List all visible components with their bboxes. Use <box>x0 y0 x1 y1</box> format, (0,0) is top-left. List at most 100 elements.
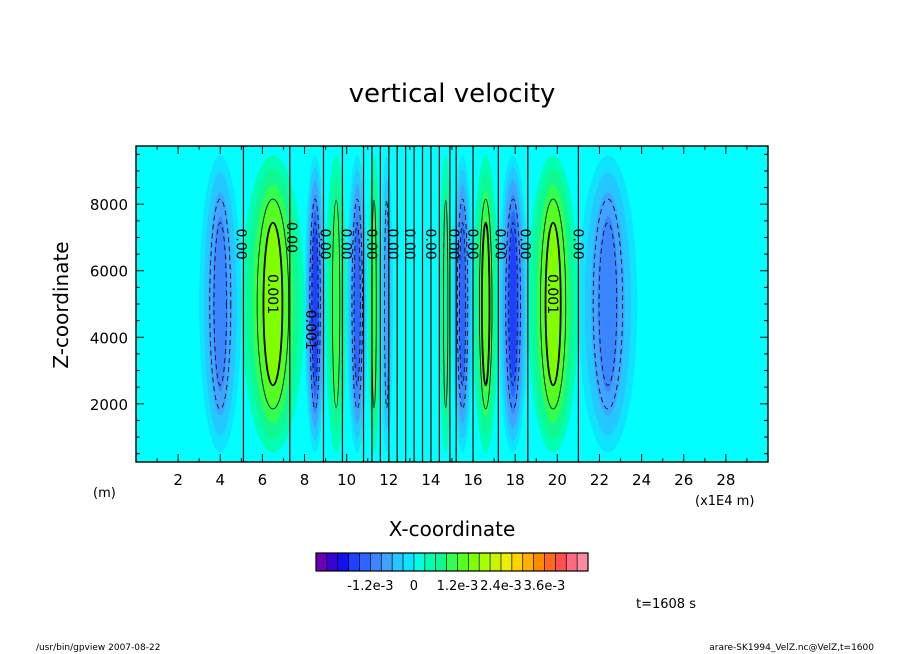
footer-left: /usr/bin/gpview 2007-08-22 <box>36 643 160 653</box>
contour-band <box>481 216 491 392</box>
contour-label: 0.00 <box>569 229 585 260</box>
contour-line <box>332 199 341 409</box>
x-tick-label: 26 <box>674 471 693 489</box>
colorbar-tick-label: 3.6e-3 <box>524 579 566 594</box>
contour-label: 0.00 <box>401 229 417 260</box>
x-tick-label: 16 <box>464 471 483 489</box>
contour-line <box>351 198 363 410</box>
contour-label: 0.001 <box>264 274 280 314</box>
colorbar-swatch <box>522 553 534 571</box>
colorbar-tick-label: -1.2e-3 <box>347 579 393 594</box>
contour-line <box>353 222 361 386</box>
colorbar-swatch <box>359 553 371 571</box>
chart-title: vertical velocity <box>349 79 556 109</box>
contour-label: 0.00 <box>445 229 461 260</box>
x-unit-right: (x1E4 m) <box>695 494 754 509</box>
contour-line <box>598 222 618 386</box>
contour-band <box>212 216 228 392</box>
x-tick-label: 10 <box>337 471 356 489</box>
contour-band <box>597 216 619 392</box>
y-tick-label: 4000 <box>90 329 128 347</box>
colorbar-tick-label: 1.2e-3 <box>437 579 479 594</box>
colorbar-swatch <box>326 553 339 571</box>
contour-band <box>545 224 561 384</box>
footer-right: arare-SK1994_VelZ.nc@VelZ,t=1600 <box>709 643 874 653</box>
contour-line <box>262 221 284 387</box>
contour-line <box>443 199 449 409</box>
contour-band <box>509 230 517 378</box>
y-axis-label: Z-coordinate <box>49 241 73 368</box>
contour-band <box>383 204 390 404</box>
x-axis-label: X-coordinate <box>389 517 516 541</box>
contour-band <box>371 204 377 404</box>
contour-label: 0.00 <box>363 229 379 260</box>
contour-band <box>441 187 450 421</box>
y-tick-label: 6000 <box>90 263 128 281</box>
colorbar-tick-label: 2.4e-3 <box>480 579 522 594</box>
x-tick-label: 18 <box>506 471 525 489</box>
colorbar-swatch <box>544 553 556 571</box>
colorbar-swatch <box>435 553 447 571</box>
contour-line <box>508 222 518 386</box>
colorbar-swatch <box>424 553 437 571</box>
colorbar-swatch <box>500 553 513 571</box>
contour-line <box>478 198 493 410</box>
contour-line <box>540 198 567 410</box>
colorbar-swatch <box>337 553 350 571</box>
colorbar-swatch <box>457 553 469 571</box>
y-tick-label: 8000 <box>90 196 128 214</box>
colorbar: -1.2e-3 0 1.2e-3 2.4e-3 3.6e-3 <box>315 552 589 594</box>
colorbar-frame <box>315 552 589 572</box>
contour-label: 0.00 <box>517 229 533 260</box>
contour-line <box>458 222 467 386</box>
contour-band <box>312 230 318 378</box>
x-tick-label: 8 <box>300 471 310 489</box>
colorbar-swatch <box>490 553 502 571</box>
colorbar-swatch <box>370 553 382 571</box>
contour-line <box>309 198 321 410</box>
contour-line <box>505 198 521 410</box>
colorbar-swatch <box>446 553 458 571</box>
contour-label: 0.00 <box>422 229 438 260</box>
colorbar-tick-label: 0 <box>410 579 418 594</box>
contour-label: 0.00 <box>232 229 248 260</box>
x-tick-label: 22 <box>590 471 609 489</box>
contour-label: 0.00 <box>283 222 299 253</box>
colorbar-swatch <box>533 553 545 571</box>
contour-label: 0.00 <box>317 229 333 260</box>
contour-label: 0.001 <box>544 274 560 314</box>
x-tick-label: 28 <box>716 471 735 489</box>
contour-line <box>544 221 562 387</box>
contour-line <box>213 222 227 386</box>
colorbar-swatch <box>403 553 415 571</box>
colorbar-swatch <box>511 553 524 571</box>
contour-line <box>456 198 469 410</box>
contour-band <box>331 204 341 404</box>
contour-line <box>256 198 290 410</box>
contour-line <box>311 222 319 386</box>
colorbar-swatch <box>381 553 393 571</box>
contour-label: 0.00 <box>384 229 400 260</box>
contour-label: 0.00 <box>464 229 480 260</box>
colorbar-swatch <box>468 553 480 571</box>
x-tick-label: 12 <box>379 471 398 489</box>
contour-band <box>263 224 282 384</box>
x-tick-label: 6 <box>258 471 268 489</box>
colorbar-swatch <box>555 553 567 571</box>
contour-label: 0.00 <box>491 229 507 260</box>
time-label: t=1608 s <box>636 597 696 612</box>
colorbar-swatch <box>316 553 328 571</box>
colorbar-swatch <box>577 553 589 571</box>
contour-label: 0.00 <box>338 229 354 260</box>
contour-band <box>459 224 466 384</box>
y-tick-label: 2000 <box>90 396 128 414</box>
colorbar-swatch <box>348 553 360 571</box>
colorbar-swatch <box>479 553 491 571</box>
contour-line <box>209 198 232 410</box>
colorbar-swatch <box>566 553 578 571</box>
x-unit-left: (m) <box>93 486 116 501</box>
colorbar-swatch <box>413 553 426 571</box>
